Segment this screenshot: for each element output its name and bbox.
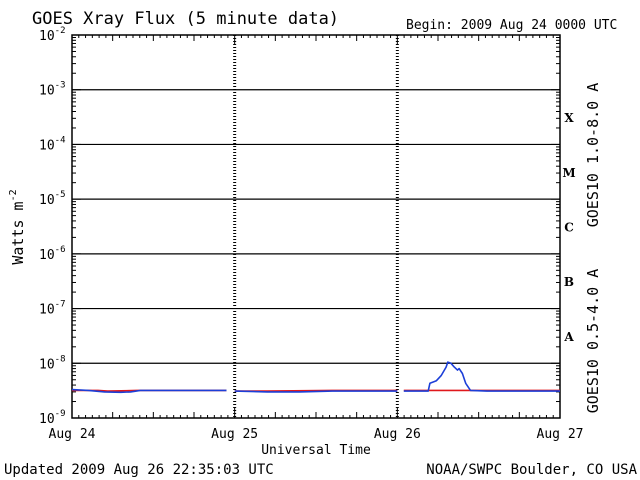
data-series <box>71 361 560 394</box>
y-axis-ticks: 10-210-310-410-510-610-710-810-9 <box>39 26 560 427</box>
x-tick-label: Aug 26 <box>374 427 421 442</box>
plot-frame <box>71 34 561 419</box>
x-tick-label: Aug 24 <box>49 427 96 442</box>
day-divider-lines <box>233 35 399 418</box>
x-tick-label: Aug 27 <box>537 427 584 442</box>
flare-class-x: X <box>564 111 574 125</box>
flare-class-labels: X M C B A <box>562 111 575 344</box>
series-line-segment <box>71 388 227 394</box>
begin-label: Begin: 2009 Aug 24 0000 UTC <box>406 18 617 33</box>
y-axis-label-group: Watts m-2 <box>8 189 27 264</box>
y-tick-label: 10-6 <box>39 245 66 263</box>
y-tick-label-exponent: -2 <box>55 26 66 36</box>
y-tick-label: 10-9 <box>39 409 66 427</box>
x-axis-label: Universal Time <box>261 443 371 458</box>
series-short-wave <box>71 361 560 394</box>
flare-class-a: A <box>563 330 574 344</box>
y-tick-label: 10-8 <box>39 354 66 372</box>
series-line-segment <box>403 361 560 392</box>
y-axis-label: Watts m <box>9 201 27 264</box>
horizontal-gridlines <box>72 89 560 364</box>
y-tick-label-base: 10 <box>39 248 55 263</box>
y-tick-label-exponent: -5 <box>55 190 66 200</box>
chart-title: GOES Xray Flux (5 minute data) <box>32 9 339 29</box>
y-tick-label-exponent: -7 <box>55 300 66 310</box>
y-tick-label-base: 10 <box>39 138 55 153</box>
y-tick-label-base: 10 <box>39 29 55 44</box>
svg-text:Watts m-2: Watts m-2 <box>8 189 27 264</box>
y-tick-label: 10-7 <box>39 300 66 318</box>
flare-class-m: M <box>562 166 575 180</box>
y-tick-label: 10-2 <box>39 26 66 44</box>
series-line-segment <box>234 390 398 393</box>
legend-long-wave-label: GOES10 1.0-8.0 A <box>584 83 602 228</box>
y-tick-label-base: 10 <box>39 84 55 99</box>
flare-class-c: C <box>564 221 574 235</box>
y-tick-label-exponent: -8 <box>55 354 66 364</box>
y-tick-label-base: 10 <box>39 357 55 372</box>
y-axis-label-superscript: -2 <box>8 189 19 201</box>
y-tick-label-exponent: -4 <box>55 135 66 145</box>
legend-long-wave: GOES10 1.0-8.0 A <box>584 83 602 228</box>
y-tick-label-base: 10 <box>39 412 55 427</box>
y-tick-label: 10-5 <box>39 190 66 208</box>
y-tick-label-exponent: -3 <box>55 81 66 91</box>
y-tick-label-base: 10 <box>39 193 55 208</box>
y-tick-label-exponent: -9 <box>55 409 66 419</box>
x-axis-ticks: Aug 24 Aug 25 Aug 26 Aug 27 <box>49 35 584 442</box>
y-tick-label: 10-4 <box>39 135 66 153</box>
x-tick-label: Aug 25 <box>211 427 258 442</box>
y-tick-label-base: 10 <box>39 303 55 318</box>
footer-updated: Updated 2009 Aug 26 22:35:03 UTC <box>4 462 274 478</box>
legend-short-wave-label: GOES10 0.5-4.0 A <box>584 269 602 414</box>
legend-short-wave: GOES10 0.5-4.0 A <box>584 269 602 414</box>
flare-class-b: B <box>564 275 574 289</box>
footer-credit: NOAA/SWPC Boulder, CO USA <box>426 462 637 478</box>
y-tick-label-exponent: -6 <box>55 245 66 255</box>
y-tick-label: 10-3 <box>39 81 66 99</box>
